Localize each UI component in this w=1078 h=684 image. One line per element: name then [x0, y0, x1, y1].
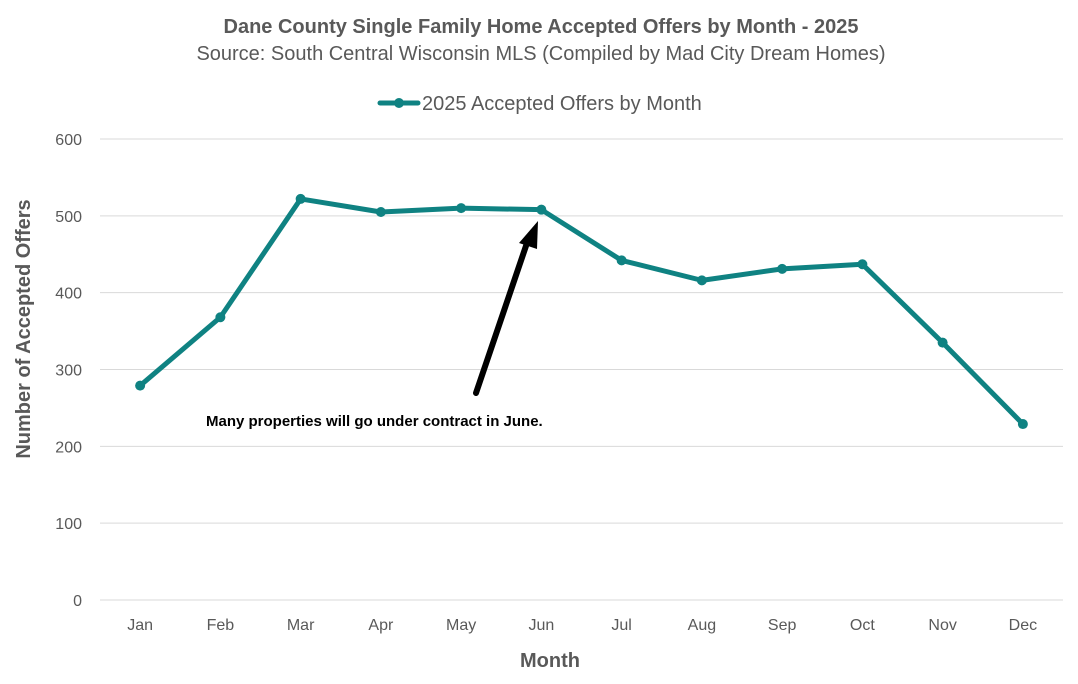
- x-tick-label-mar: Mar: [287, 617, 315, 634]
- y-tick-label-0: 0: [73, 593, 82, 610]
- y-tick-label-300: 300: [55, 363, 82, 380]
- data-point-jan: [135, 380, 146, 391]
- x-tick-label-dec: Dec: [1009, 617, 1037, 634]
- legend-label: 2025 Accepted Offers by Month: [422, 93, 702, 115]
- y-axis-title: Number of Accepted Offers: [13, 199, 35, 458]
- chart-title: Dane County Single Family Home Accepted …: [224, 16, 859, 38]
- data-point-mar: [295, 193, 306, 204]
- x-tick-label-jun: Jun: [528, 617, 554, 634]
- x-tick-label-oct: Oct: [850, 617, 875, 634]
- data-point-feb: [215, 312, 226, 323]
- y-tick-label-200: 200: [55, 439, 82, 456]
- y-axis-ticks: 0 100 200 300 400 500 600: [55, 132, 82, 610]
- x-tick-label-nov: Nov: [928, 617, 956, 634]
- x-tick-label-apr: Apr: [368, 617, 394, 634]
- y-tick-label-100: 100: [55, 516, 82, 533]
- data-point-apr: [375, 206, 386, 217]
- annotation-arrow-shaft: [473, 237, 531, 396]
- data-point-may: [456, 203, 467, 214]
- data-point-sep: [777, 263, 788, 274]
- annotation: Many properties will go under contract i…: [206, 221, 543, 430]
- x-tick-label-feb: Feb: [207, 617, 235, 634]
- x-tick-label-jan: Jan: [127, 617, 153, 634]
- x-axis-ticks: Jan Feb Mar Apr May Jun Jul Aug Sep Oct Nov Dec: [127, 617, 1037, 634]
- gridlines: [100, 138, 1063, 601]
- legend-marker: [394, 98, 404, 108]
- series-group: [135, 193, 1028, 430]
- y-tick-label-500: 500: [55, 209, 82, 226]
- y-tick-label-600: 600: [55, 132, 82, 149]
- data-point-oct: [857, 259, 868, 270]
- data-point-dec: [1017, 419, 1028, 430]
- chart-subtitle: Source: South Central Wisconsin MLS (Com…: [196, 43, 885, 65]
- x-tick-label-may: May: [446, 617, 476, 634]
- x-axis-title: Month: [520, 650, 580, 672]
- x-tick-label-jul: Jul: [611, 617, 631, 634]
- y-tick-label-400: 400: [55, 286, 82, 303]
- series-line: [137, 196, 1026, 427]
- x-tick-label-aug: Aug: [688, 617, 716, 634]
- x-tick-label-sep: Sep: [768, 617, 797, 634]
- data-point-aug: [696, 275, 707, 286]
- legend: 2025 Accepted Offers by Month: [377, 93, 702, 115]
- annotation-text: Many properties will go under contract i…: [206, 413, 543, 430]
- data-point-jul: [616, 255, 627, 266]
- data-point-jun: [536, 204, 547, 215]
- annotation-arrow-head: [519, 221, 538, 249]
- data-point-nov: [937, 337, 948, 348]
